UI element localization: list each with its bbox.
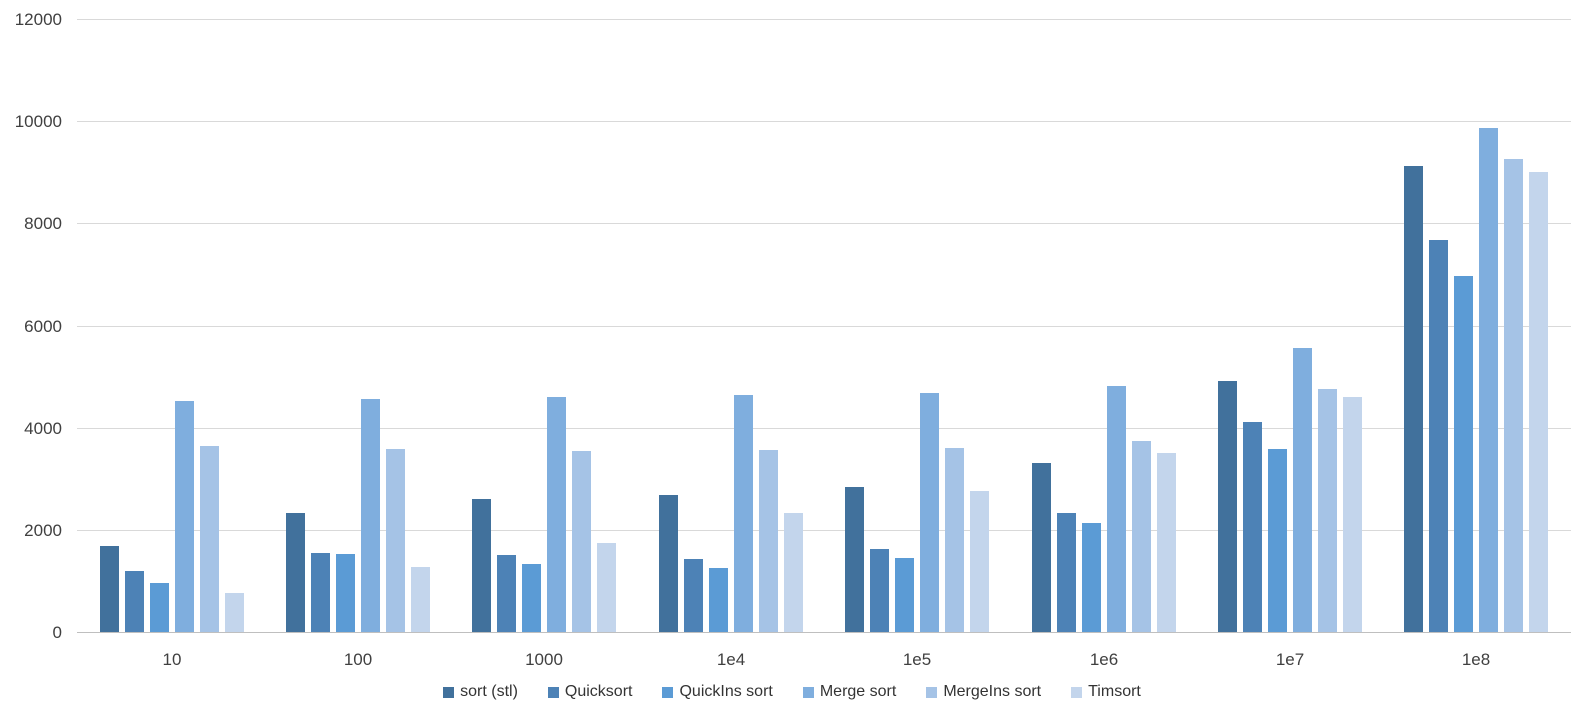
legend-item-quicksort: Quicksort <box>547 683 633 700</box>
bar-quicksort-10 <box>125 571 144 632</box>
y-axis-tick-label: 10000 <box>14 112 62 131</box>
bar-sort-stl--100 <box>286 513 305 632</box>
y-axis-tick-label: 8000 <box>24 214 62 233</box>
bar-sort-stl--1e8 <box>1404 166 1423 632</box>
bar-mergeins-sort-1e4 <box>759 450 778 632</box>
bar-mergeins-sort-10 <box>200 446 219 632</box>
bar-mergeins-sort-1e8 <box>1504 159 1523 632</box>
y-axis-tick-label: 4000 <box>24 419 62 438</box>
bar-mergeins-sort-1000 <box>572 451 591 632</box>
y-axis-tick-label: 12000 <box>14 10 62 29</box>
legend-label: sort (stl) <box>460 683 518 700</box>
legend-item-merge-sort: Merge sort <box>802 683 897 700</box>
gridline <box>77 326 1571 327</box>
legend-swatch-icon <box>802 686 814 698</box>
bar-quickins-sort-100 <box>336 554 355 632</box>
legend-label: QuickIns sort <box>679 683 773 700</box>
bar-timsort-100 <box>411 567 430 632</box>
legend-swatch-icon <box>547 686 559 698</box>
bar-quicksort-1e7 <box>1243 422 1262 632</box>
legend-swatch-icon <box>1071 686 1083 698</box>
legend-item-sort-stl-: sort (stl) <box>443 684 518 700</box>
bar-timsort-1e5 <box>970 491 989 632</box>
gridline <box>77 223 1571 224</box>
bar-timsort-1000 <box>597 543 616 632</box>
bar-mergeins-sort-100 <box>386 449 405 632</box>
gridline <box>77 428 1571 429</box>
gridline <box>77 121 1571 122</box>
bar-merge-sort-1e6 <box>1107 386 1126 632</box>
bar-timsort-1e7 <box>1343 397 1362 632</box>
x-axis-tick-label: 1e4 <box>716 650 746 669</box>
bar-merge-sort-100 <box>361 399 380 632</box>
bar-quickins-sort-1e8 <box>1454 276 1473 632</box>
bar-timsort-1e4 <box>784 513 803 632</box>
legend-item-quickins-sort: QuickIns sort <box>662 683 773 700</box>
bar-merge-sort-1e4 <box>734 395 753 632</box>
bar-merge-sort-1e7 <box>1293 348 1312 632</box>
x-axis-tick-label: 10 <box>162 650 182 669</box>
bar-mergeins-sort-1e6 <box>1132 441 1151 632</box>
gridline <box>77 530 1571 531</box>
legend-swatch-icon <box>926 686 938 698</box>
bar-timsort-10 <box>225 593 244 632</box>
x-axis-tick-label: 1000 <box>525 650 563 669</box>
bar-quicksort-1e6 <box>1057 513 1076 632</box>
bar-merge-sort-1e5 <box>920 393 939 632</box>
legend-label: Timsort <box>1088 683 1141 700</box>
bar-quicksort-1e4 <box>684 559 703 632</box>
bar-sort-stl--10 <box>100 546 119 632</box>
bar-quickins-sort-1e6 <box>1082 523 1101 632</box>
bar-quickins-sort-1e5 <box>895 558 914 632</box>
x-axis-tick-label: 1e5 <box>902 650 932 669</box>
x-axis-line <box>77 632 1571 633</box>
legend-label: Merge sort <box>819 683 897 700</box>
bar-sort-stl--1e5 <box>845 487 864 632</box>
bar-quickins-sort-1000 <box>522 564 541 632</box>
bar-quicksort-1e5 <box>870 549 889 632</box>
legend: sort (stl) Quicksort QuickIns sort Merge so… <box>0 684 1584 700</box>
bar-quickins-sort-1e7 <box>1268 449 1287 632</box>
bar-sort-stl--1000 <box>472 499 491 632</box>
legend-label: Quicksort <box>564 683 633 700</box>
bar-timsort-1e8 <box>1529 172 1548 632</box>
y-axis-tick-label: 2000 <box>24 521 62 540</box>
y-axis-tick-label: 0 <box>52 623 62 642</box>
bar-merge-sort-1000 <box>547 397 566 632</box>
bar-timsort-1e6 <box>1157 453 1176 632</box>
y-axis-tick-label: 6000 <box>24 317 62 336</box>
x-axis-tick-label: 100 <box>343 650 373 669</box>
bar-sort-stl--1e6 <box>1032 463 1051 632</box>
bar-sort-stl--1e7 <box>1218 381 1237 632</box>
bar-quicksort-100 <box>311 553 330 632</box>
legend-item-mergeins-sort: MergeIns sort <box>926 684 1041 700</box>
bar-merge-sort-1e8 <box>1479 128 1498 632</box>
legend-swatch-icon <box>443 686 455 698</box>
bar-merge-sort-10 <box>175 401 194 632</box>
legend-label: MergeIns sort <box>943 683 1042 700</box>
gridline <box>77 19 1571 20</box>
bar-mergeins-sort-1e7 <box>1318 389 1337 632</box>
bar-mergeins-sort-1e5 <box>945 448 964 632</box>
bar-sort-stl--1e4 <box>659 495 678 632</box>
x-axis-tick-label: 1e7 <box>1275 650 1305 669</box>
bar-quickins-sort-1e4 <box>709 568 728 632</box>
bar-quickins-sort-10 <box>150 583 169 632</box>
bar-quicksort-1e8 <box>1429 240 1448 632</box>
legend-item-timsort: Timsort <box>1071 684 1141 700</box>
legend-swatch-icon <box>662 686 674 698</box>
x-axis-tick-label: 1e6 <box>1089 650 1119 669</box>
bar-quicksort-1000 <box>497 555 516 632</box>
x-axis-tick-label: 1e8 <box>1461 650 1491 669</box>
